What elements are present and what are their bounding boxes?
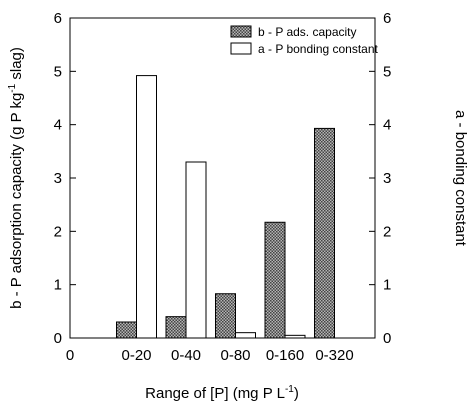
y-axis-title-left: b - P adsorption capacity (g P kg-1 slag… [7, 47, 25, 309]
x-tick-label-0-40: 0-40 [171, 347, 201, 364]
x-axis-title-sup: -1 [285, 384, 294, 395]
x-tick-label-0-160: 0-160 [266, 347, 304, 364]
y-tick-label-right-3: 3 [383, 170, 391, 187]
x-axis-title-tail: ) [294, 385, 299, 402]
y-tick-label-left-4: 4 [54, 117, 62, 134]
y-axis-title-left-main: b - P adsorption capacity (g P kg [8, 93, 25, 309]
x-tick-label-0-20: 0-20 [121, 347, 151, 364]
y-tick-label-right-0: 0 [383, 330, 391, 347]
y-tick-label-right-1: 1 [383, 277, 391, 294]
y-tick-label-left-2: 2 [54, 223, 62, 240]
x-tick-label-0-320: 0-320 [315, 347, 353, 364]
x-tick-label-0-80: 0-80 [220, 347, 250, 364]
bar-b-0-80 [215, 293, 236, 339]
legend-swatch-b [230, 25, 252, 38]
y-axis-title-right: a - bonding constant [452, 110, 468, 247]
y-tick-label-left-3: 3 [54, 170, 62, 187]
bar-b-0-160 [264, 221, 286, 339]
tick-labels: 0 01 12 23 34 45 56 60 0-20 0-40 0-80 0-160 0-320 [54, 10, 392, 364]
y-tick-label-right-6: 6 [383, 10, 391, 27]
bar-b-0-40 [165, 316, 187, 339]
legend-label-b: b - P ads. capacity [258, 25, 357, 39]
bar-b-0-20 [116, 321, 137, 339]
y-tick-label-left-1: 1 [54, 277, 62, 294]
y-tick-label-right-2: 2 [383, 223, 391, 240]
bar-a-0-80 [235, 332, 256, 339]
y-axis-title-left-sup: -1 [7, 83, 18, 92]
x-axis-title: Range of [P] (mg P L-1) [145, 384, 299, 402]
bar-b-0-320 [314, 127, 335, 339]
bars [116, 75, 335, 339]
bar-a-0-40 [185, 161, 207, 339]
y-tick-label-right-4: 4 [383, 117, 391, 134]
y-tick-label-left-6: 6 [54, 10, 62, 27]
legend-swatch-a [230, 42, 252, 55]
y-tick-label-left-5: 5 [54, 63, 62, 80]
x-axis-title-main: Range of [P] (mg P L [145, 385, 285, 402]
legend-label-a: a - P bonding constant [258, 42, 379, 56]
bar-a-0-20 [136, 75, 157, 339]
y-axis-title-left-tail: slag) [8, 47, 25, 84]
y-tick-label-right-5: 5 [383, 63, 391, 80]
legend: b - P ads. capacity a - P bonding consta… [230, 25, 379, 56]
y-tick-label-left-0: 0 [54, 330, 62, 347]
x-tick-label-0: 0 [66, 347, 74, 364]
bar-a-0-160 [284, 334, 306, 339]
